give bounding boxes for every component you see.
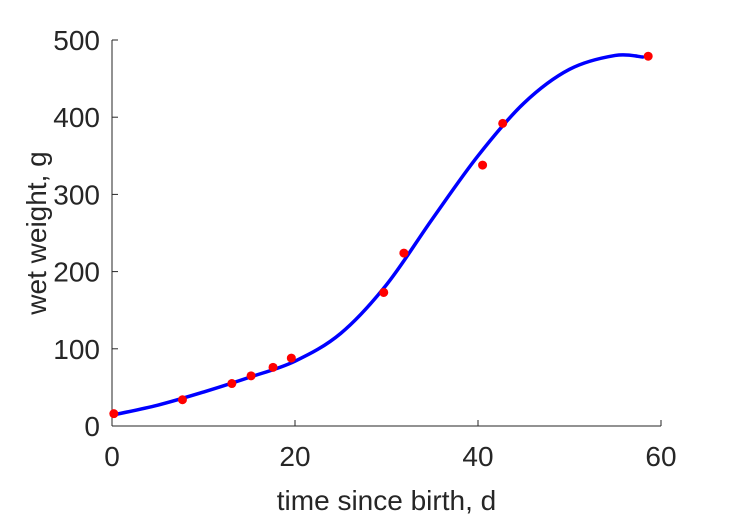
y-axis-label: wet weight, g — [21, 151, 52, 315]
axes: 0 20 40 60 0 100 200 300 400 500 — [53, 25, 676, 472]
x-axis-label: time since birth, d — [277, 485, 496, 516]
x-tick-label: 20 — [279, 441, 310, 472]
data-points-layer — [109, 51, 653, 419]
y-tick-label: 500 — [53, 25, 100, 56]
data-point — [498, 118, 508, 128]
y-tick-label: 100 — [53, 334, 100, 365]
data-point — [478, 160, 488, 170]
x-tick-label: 0 — [104, 441, 120, 472]
labels-layer: time since birth, d wet weight, g — [21, 151, 496, 516]
y-tick-label: 400 — [53, 102, 100, 133]
data-point — [109, 409, 119, 419]
x-tick-label: 40 — [462, 441, 493, 472]
data-point — [379, 287, 389, 297]
y-tick-label: 0 — [84, 411, 100, 442]
x-tick-label: 60 — [645, 441, 676, 472]
fit-curve — [110, 53, 645, 417]
y-tick-label: 300 — [53, 179, 100, 210]
data-point — [286, 353, 296, 363]
y-tick-label: 200 — [53, 257, 100, 288]
data-point — [227, 379, 237, 389]
data-point — [246, 371, 256, 381]
data-point — [177, 395, 187, 405]
data-point — [643, 51, 653, 61]
data-point — [399, 248, 409, 258]
data-point — [268, 362, 278, 372]
fit-curve-layer — [110, 53, 645, 417]
